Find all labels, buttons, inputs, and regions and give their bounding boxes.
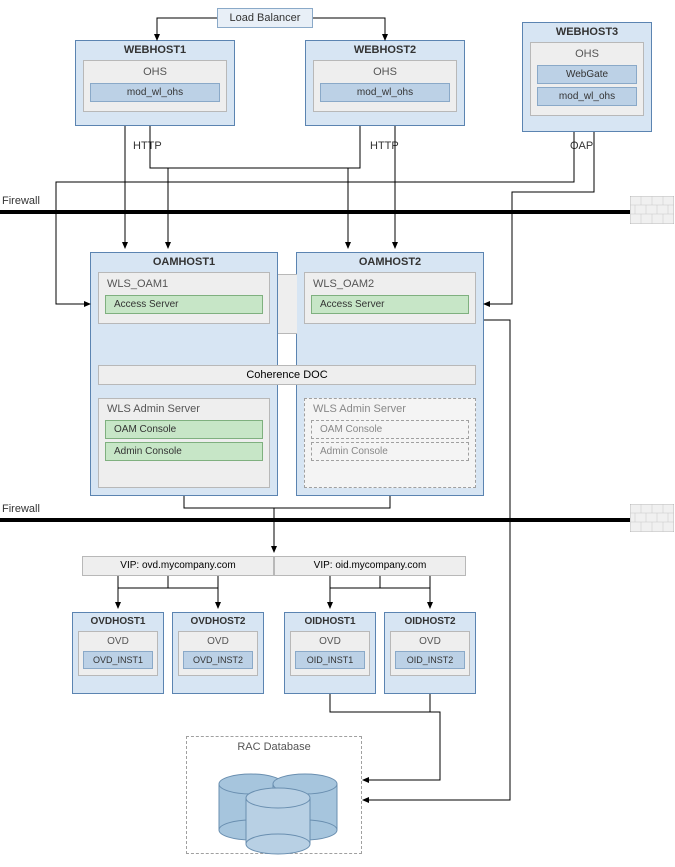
rac-database-label: RAC Database [187, 737, 361, 755]
http-label-1: HTTP [133, 140, 162, 152]
ovdhost1-sub: OVD [79, 634, 157, 649]
webhost2-title: WEBHOST2 [306, 41, 464, 59]
oidhost1-title: OIDHOST1 [285, 613, 375, 630]
webhost3-title: WEBHOST3 [523, 23, 651, 41]
ovdhost2-title: OVDHOST2 [173, 613, 263, 630]
ovdhost2-sub: OVD [179, 634, 257, 649]
oidhost2-title: OIDHOST2 [385, 613, 475, 630]
oamhost1-wls: WLS_OAM1 [99, 276, 269, 292]
webhost2: WEBHOST2 OHS mod_wl_ohs [305, 40, 465, 126]
webhost3-ohs: OHS [531, 46, 643, 62]
wls-admin-left-title: WLS Admin Server [99, 399, 269, 417]
webhost2-mod: mod_wl_ohs [320, 83, 450, 102]
webhost3-webgate: WebGate [537, 65, 637, 84]
oidhost1-sub: OVD [291, 634, 369, 649]
oidhost1: OIDHOST1 OVD OID_INST1 [284, 612, 376, 694]
firewall-line-2 [0, 518, 632, 522]
vip-oid: VIP: oid.mycompany.com [274, 556, 466, 576]
firewall-label-1: Firewall [2, 195, 40, 207]
webhost2-ohs: OHS [314, 64, 456, 80]
ovdhost1-inst: OVD_INST1 [83, 651, 153, 669]
oamhost1-access: Access Server [105, 295, 263, 314]
oamhost1-title: OAMHOST1 [91, 253, 277, 271]
firewall-label-2: Firewall [2, 503, 40, 515]
oamhost2-title: OAMHOST2 [297, 253, 483, 271]
ovdhost2-inst: OVD_INST2 [183, 651, 253, 669]
vip-ovd: VIP: ovd.mycompany.com [82, 556, 274, 576]
oidhost2: OIDHOST2 OVD OID_INST2 [384, 612, 476, 694]
wls-admin-right: WLS Admin Server OAM Console Admin Conso… [304, 398, 476, 488]
oidhost2-inst: OID_INST2 [395, 651, 465, 669]
webhost1-ohs: OHS [84, 64, 226, 80]
coherence-doc: Coherence DOC [98, 365, 476, 385]
webhost3: WEBHOST3 OHS WebGate mod_wl_ohs [522, 22, 652, 132]
oam-console-left: OAM Console [105, 420, 263, 439]
oap-label: OAP [570, 140, 593, 152]
admin-console-right: Admin Console [311, 442, 469, 461]
admin-console-left: Admin Console [105, 442, 263, 461]
rac-database-box: RAC Database [186, 736, 362, 854]
oidhost1-inst: OID_INST1 [295, 651, 365, 669]
wls-admin-right-title: WLS Admin Server [305, 399, 475, 417]
firewall-brick-1 [630, 196, 674, 224]
firewall-line-1 [0, 210, 632, 214]
ovdhost1-title: OVDHOST1 [73, 613, 163, 630]
ovdhost1: OVDHOST1 OVD OVD_INST1 [72, 612, 164, 694]
oamhost2-access: Access Server [311, 295, 469, 314]
oamhost2-wls: WLS_OAM2 [305, 276, 475, 292]
webhost1-mod: mod_wl_ohs [90, 83, 220, 102]
ovdhost2: OVDHOST2 OVD OVD_INST2 [172, 612, 264, 694]
webhost1-title: WEBHOST1 [76, 41, 234, 59]
http-label-2: HTTP [370, 140, 399, 152]
webhost1: WEBHOST1 OHS mod_wl_ohs [75, 40, 235, 126]
load-balancer: Load Balancer [217, 8, 313, 28]
oidhost2-sub: OVD [391, 634, 469, 649]
oam-bridge [278, 274, 297, 334]
firewall-brick-2 [630, 504, 674, 532]
oam-console-right: OAM Console [311, 420, 469, 439]
wls-admin-left: WLS Admin Server OAM Console Admin Conso… [98, 398, 270, 488]
webhost3-mod: mod_wl_ohs [537, 87, 637, 106]
